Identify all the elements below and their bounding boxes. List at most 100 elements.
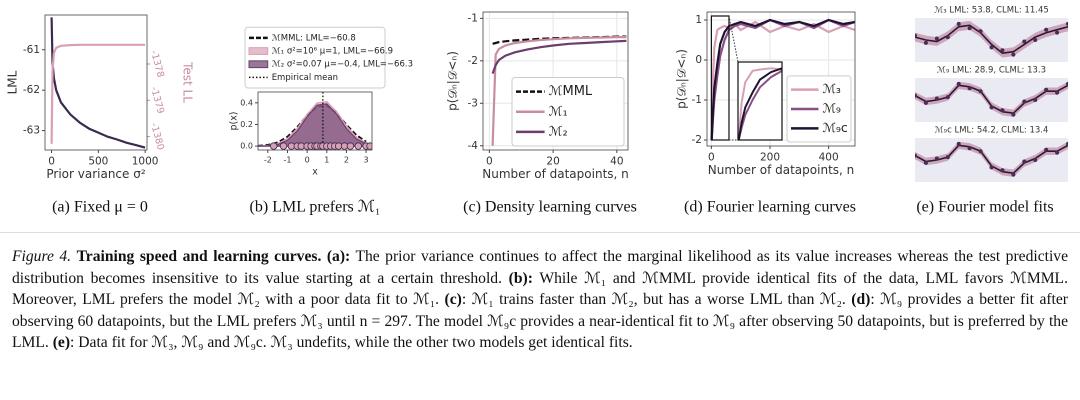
data-point: [989, 165, 994, 170]
y-tick-label: -63: [23, 125, 40, 137]
data-point: [1000, 48, 1005, 53]
data-point: [915, 33, 917, 38]
y-axis-label: p(x): [229, 111, 240, 130]
series-line: [491, 36, 627, 146]
x-tick-label: 40: [610, 155, 623, 167]
subcaption: (e) Fourier model fits: [916, 199, 1053, 216]
y-tick-label: -3: [468, 97, 478, 109]
data-point: [1022, 39, 1027, 44]
y-tick-label: -2: [692, 134, 702, 146]
fit-line: [915, 24, 1068, 55]
y-axis-label: p(𝒟ₙ|𝒟<ₙ): [675, 49, 689, 109]
x-tick-label: 200: [760, 151, 780, 163]
data-point: [1044, 147, 1049, 152]
caption: Figure 4. Training speed and learning cu…: [12, 246, 1068, 354]
data-point: [934, 36, 939, 41]
y2-tick-label: -1378: [148, 49, 166, 79]
data-point: [978, 149, 983, 154]
data-point: [945, 95, 950, 100]
data-point: [1055, 150, 1060, 155]
data-point: [923, 100, 928, 105]
caption-label: Figure 4.: [12, 248, 72, 265]
y-tick-label: -1: [468, 12, 478, 24]
y-tick-label: -62: [23, 84, 40, 96]
zoom-region: [710, 15, 730, 141]
legend-swatch: [248, 47, 269, 55]
legend-box: [511, 77, 625, 147]
density-line: [258, 104, 367, 147]
x-axis-label: x: [312, 167, 318, 178]
data-point: [1055, 90, 1060, 95]
data-point: [915, 153, 917, 158]
series-line: [491, 39, 627, 74]
x-tick-label: 20: [546, 155, 559, 167]
caption-text: (b):: [508, 269, 533, 287]
data-point: [1033, 158, 1038, 162]
caption-text: The prior variance continues to affect t…: [12, 248, 1069, 287]
series-line: [710, 18, 855, 141]
legend-label: ℳ₂: [549, 124, 568, 139]
panel-title: ℳ₉c LML: 54.2, CLML: 13.4: [935, 126, 1049, 136]
caption-text: (e): [52, 334, 71, 351]
x-tick-label: -1: [283, 155, 291, 164]
y2-tick-label: -1379: [148, 86, 166, 116]
x-tick-label: 1000: [132, 155, 159, 167]
data-point: [934, 96, 939, 101]
caption-text: While ℳ₁ and ℳMML provide identical fits…: [12, 269, 1068, 309]
panel-title: ℳ₉ LML: 28.9, CLML: 13.3: [937, 66, 1046, 76]
legend-label: ℳ₁: [549, 104, 568, 119]
y-tick-label: 0.2: [240, 120, 253, 129]
plot-border: [706, 11, 856, 147]
series-line: [492, 35, 627, 45]
y-tick-label: -1: [692, 94, 702, 106]
legend-label: ℳ₃: [823, 81, 841, 96]
inset-line: [738, 67, 782, 138]
subcaption: (a) Fixed μ = 0: [52, 199, 148, 216]
caption-text: (d): [851, 291, 871, 308]
data-point: [989, 45, 994, 50]
x-tick-label: 0: [48, 155, 55, 167]
y2-tick-label: -1380: [148, 122, 166, 152]
data-point: [1044, 27, 1049, 32]
panel-title: ℳ₃ LML: 53.8, CLML: 11.45: [934, 6, 1049, 16]
series-line: [50, 43, 146, 144]
caption-text: Training speed and learning curves. (a):: [76, 248, 351, 265]
inset-line: [738, 67, 782, 140]
data-point: [967, 26, 972, 31]
data-point: [956, 141, 961, 146]
y-tick-label: 0.4: [240, 98, 253, 107]
data-point: [978, 89, 983, 94]
data-point: [945, 155, 950, 160]
y-tick-label: -2: [468, 55, 478, 67]
x-tick-label: 1: [324, 155, 329, 164]
data-point: [978, 29, 983, 34]
data-point: [989, 105, 994, 110]
data-point: [967, 146, 972, 151]
data-point: [1011, 112, 1016, 117]
zoom-connector: [728, 15, 739, 63]
y-tick-label: 1: [695, 14, 702, 26]
data-point: [366, 142, 372, 150]
subcaption: (d) Fourier learning curves: [684, 199, 856, 216]
data-point: [945, 35, 950, 40]
x-tick-label: 0: [305, 155, 310, 164]
x-tick-label: 3: [364, 155, 369, 164]
y2-axis-label: Test LL: [181, 61, 195, 103]
subcaption: (c) Density learning curves: [463, 199, 637, 216]
inset-line: [738, 69, 782, 140]
data-point: [923, 40, 928, 45]
data-point: [967, 86, 972, 91]
y-tick-label: 0: [695, 54, 702, 66]
x-tick-label: 500: [88, 155, 108, 167]
data-point: [1033, 38, 1038, 42]
inset-border: [737, 61, 783, 141]
plot-border: [482, 11, 629, 151]
data-point: [1044, 87, 1049, 92]
x-tick-label: 2: [344, 155, 349, 164]
y-axis-label: p(𝒟ₙ|𝒟<ₙ): [446, 51, 460, 111]
data-point: [1033, 98, 1038, 102]
separator: [0, 232, 1080, 233]
caption-text: (c): [444, 291, 462, 308]
